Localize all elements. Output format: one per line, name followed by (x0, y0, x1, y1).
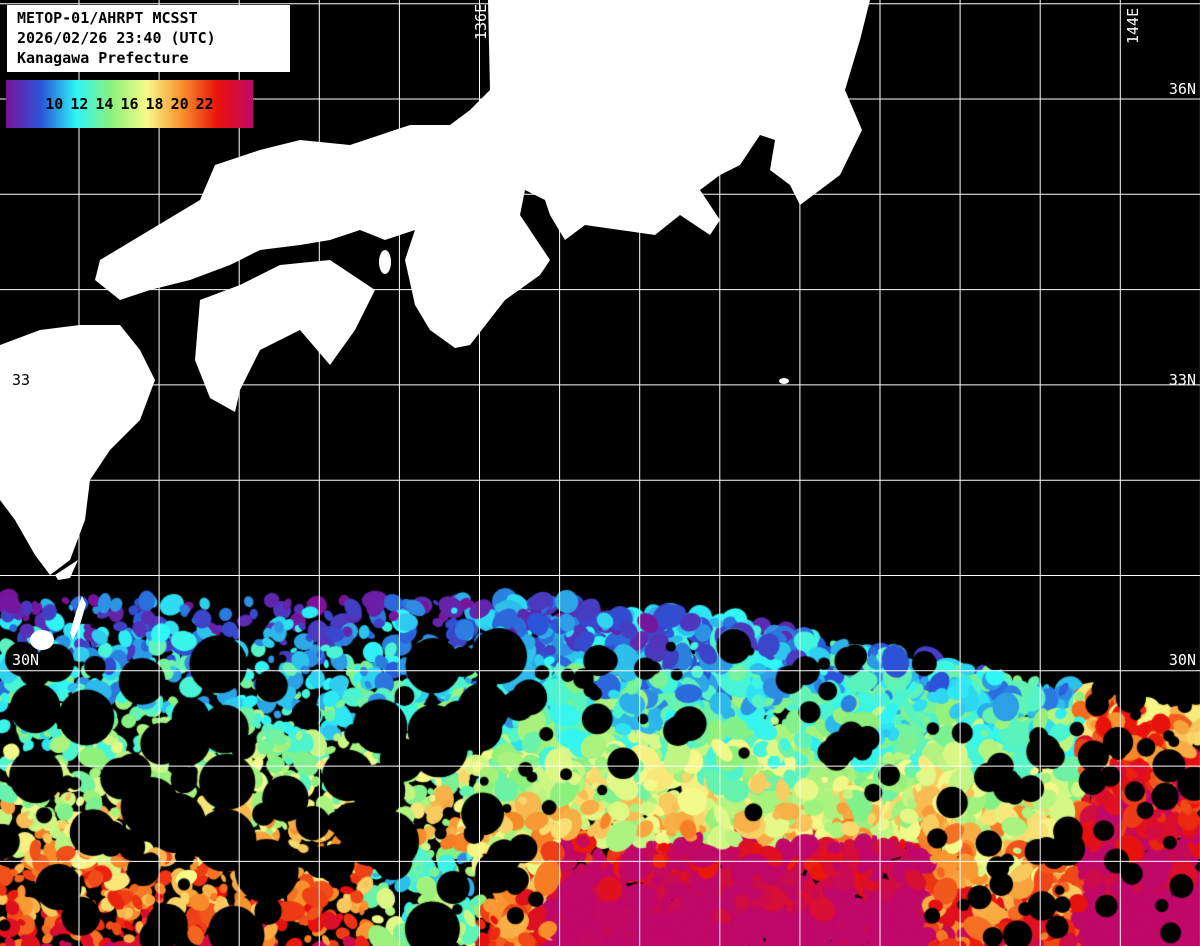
color-legend: 10 12 14 16 18 20 22 (6, 80, 253, 128)
legend-label: 10 (45, 95, 64, 113)
land-honshu (95, 0, 870, 348)
land-kyushu (0, 325, 155, 575)
lat-label-33n: 33N (1168, 371, 1196, 389)
lon-label-136e: 136E (472, 3, 490, 40)
timestamp: 2026/02/26 23:40 (UTC) (17, 29, 216, 47)
lon-label-144e: 144E (1124, 7, 1142, 44)
lat-label-36n: 36N (1168, 80, 1196, 98)
land-shikoku (195, 260, 375, 412)
land-tanegashima (70, 596, 86, 640)
legend-label: 18 (145, 95, 164, 113)
lat-label-33-left: 33 (12, 371, 31, 389)
legend-label: 14 (95, 95, 114, 113)
legend-label: 12 (70, 95, 89, 113)
lat-label-30n-left: 30N (12, 651, 40, 669)
land-awaji (379, 250, 391, 274)
land-yakushima (30, 630, 54, 650)
title-box: METOP-01/AHRPT MCSST 2026/02/26 23:40 (U… (7, 5, 290, 72)
satellite-product: METOP-01/AHRPT MCSST (17, 9, 198, 27)
land-izu-island (779, 378, 789, 384)
legend-label: 20 (170, 95, 189, 113)
lat-label-30n-right: 30N (1168, 651, 1196, 669)
legend-label: 16 (120, 95, 139, 113)
region-name: Kanagawa Prefecture (17, 49, 189, 67)
legend-label: 22 (195, 95, 214, 113)
land-mask (0, 0, 870, 650)
